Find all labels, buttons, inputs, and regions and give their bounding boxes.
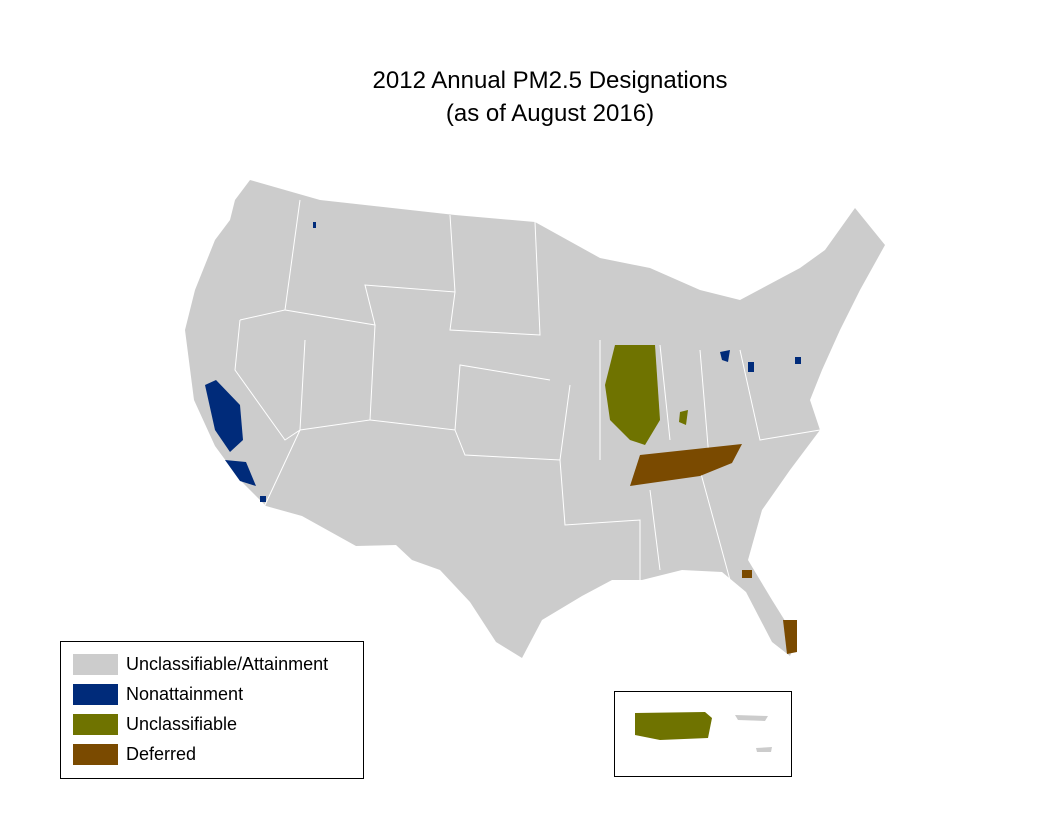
legend-label: Unclassifiable/Attainment [126, 654, 328, 674]
legend-swatch [73, 684, 118, 705]
legend-label: Deferred [126, 744, 196, 764]
conus-region [185, 180, 885, 658]
indiana-county [679, 410, 688, 425]
florida-county [783, 620, 797, 654]
title-line: 2012 Annual PM2.5 Designations [373, 67, 728, 94]
st-croix [756, 747, 772, 752]
legend-swatch [73, 714, 118, 735]
florida-county [742, 570, 752, 578]
puerto-rico [635, 712, 712, 740]
legend-swatch [73, 744, 118, 765]
legend: Unclassifiable/Attainment Nonattainment Un… [60, 641, 364, 779]
pr-inset [614, 691, 792, 777]
pa-county [795, 357, 801, 364]
san-joaquin-region [205, 380, 243, 452]
idaho-county [313, 222, 316, 228]
illinois-region [605, 345, 660, 445]
state-borders [234, 199, 821, 581]
us-map [185, 180, 885, 658]
ohio-county [720, 350, 730, 362]
tennessee-region [630, 444, 742, 486]
legend-label: Unclassifiable [126, 714, 237, 734]
south-coast-region [225, 460, 256, 486]
virgin-islands [735, 715, 768, 721]
title-line: (as of August 2016) [446, 100, 654, 127]
legend-label: Nonattainment [126, 684, 243, 704]
imperial-county [260, 496, 266, 502]
legend-swatch [73, 654, 118, 675]
pa-county [748, 362, 754, 372]
